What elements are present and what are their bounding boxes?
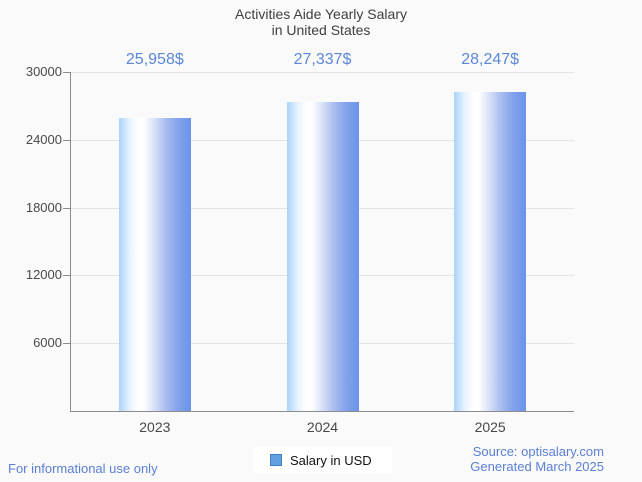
y-axis-label: 24000 (25, 131, 62, 147)
bar-2025[interactable] (454, 91, 527, 411)
y-axis-label: 30000 (25, 64, 62, 79)
x-axis-label-2024: 2024 (306, 419, 339, 435)
y-tick (63, 207, 71, 209)
y-tick (63, 72, 71, 73)
chart-title-line2: in United States (271, 22, 371, 38)
y-tick (63, 343, 71, 345)
bar-value-label-2025: 28,247$ (461, 51, 520, 68)
x-axis-label-2025: 2025 (474, 419, 506, 435)
bar-value-label-2024: 27,337$ (293, 51, 352, 68)
source-link[interactable]: Source: optisalary.com (472, 444, 604, 459)
legend-label: Salary in USD (290, 452, 372, 468)
y-tick (63, 275, 71, 277)
x-axis-label-2023: 2023 (139, 419, 171, 435)
y-axis-label: 12000 (25, 267, 62, 283)
chart-title: Activities Aide Yearly Salary in United … (0, 6, 642, 38)
bar-value-label-2023: 25,958$ (125, 51, 184, 68)
gridline-30000 (71, 72, 574, 73)
y-axis-label: 6000 (33, 335, 62, 351)
bar-2024[interactable] (286, 102, 359, 411)
legend-swatch-icon (270, 454, 282, 466)
chart-title-line1: Activities Aide Yearly Salary (235, 6, 407, 22)
generated-date: Generated March 2025 (470, 459, 604, 474)
bar-2023[interactable] (118, 117, 191, 411)
y-axis-label: 18000 (25, 199, 62, 215)
source-block: Source: optisalary.com Generated March 2… (470, 444, 604, 474)
plot-area: 30000 24000 18000 12000 6000 25,958$ 27,… (26, 51, 574, 435)
y-tick (63, 139, 71, 141)
legend[interactable]: Salary in USD (253, 447, 392, 473)
disclaimer-text: For informational use only (8, 461, 158, 476)
